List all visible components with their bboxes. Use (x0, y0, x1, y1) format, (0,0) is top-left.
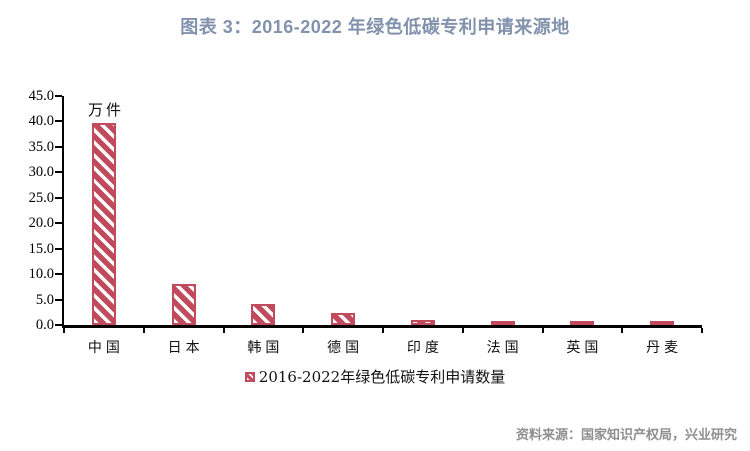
legend-series-label: 2016-2022年绿色低碳专利申请数量 (258, 368, 506, 386)
bar-japan (171, 284, 196, 325)
source-note: 资料来源：国家知识产权局，兴业研究 (515, 427, 737, 442)
x-tick-mark (382, 328, 384, 333)
x-tick-mark (621, 328, 624, 333)
x-category-label: 德国 (327, 340, 364, 356)
x-tick-mark (222, 328, 225, 333)
x-category-label: 法国 (486, 340, 523, 356)
bar-france (490, 321, 515, 325)
y-tick-mark (55, 324, 62, 326)
y-tick-mark (55, 247, 62, 250)
y-tick-label: 15.0 (28, 240, 54, 257)
bar-china (91, 122, 116, 325)
plot-area: 万件 45.0 40.0 35.0 30.0 25.0 20.0 15.0 10.0 5.0 0.… (29, 88, 703, 356)
x-category-label: 丹麦 (646, 340, 683, 356)
x-tick-mark (302, 328, 305, 333)
y-tick-mark (55, 222, 62, 225)
y-tick-label: 0.0 (35, 317, 54, 333)
chart-title: 图表 3：2016-2022 年绿色低碳专利申请来源地 (180, 17, 570, 37)
y-tick-mark (55, 171, 62, 174)
y-tick-mark (55, 273, 62, 276)
x-category-label: 韩国 (247, 340, 284, 356)
y-axis-unit-label: 万件 (88, 101, 125, 119)
bar-germany (331, 312, 356, 325)
y-tick-label: 35.0 (28, 138, 54, 155)
y-tick-mark (55, 196, 62, 199)
y-tick-label: 10.0 (28, 266, 54, 283)
y-tick-label: 5.0 (35, 291, 54, 308)
legend-hatched-square-icon (244, 371, 255, 382)
y-tick-mark (55, 145, 62, 148)
legend: 2016-2022年绿色低碳专利申请数量 (0, 366, 750, 387)
x-tick-mark (63, 328, 65, 333)
y-tick-mark (55, 298, 62, 301)
bar-denmark (650, 321, 675, 325)
x-tick-mark (701, 328, 703, 333)
bar-uk (570, 321, 595, 325)
x-tick-mark (142, 328, 145, 333)
y-tick-mark (55, 95, 62, 97)
y-tick-label: 40.0 (28, 113, 54, 130)
y-tick-label: 30.0 (28, 164, 54, 181)
bar-india (410, 319, 435, 325)
bar-south-korea (251, 303, 276, 325)
y-tick-mark (55, 120, 62, 123)
y-tick-label: 25.0 (28, 189, 54, 206)
x-category-label: 日本 (167, 340, 204, 356)
y-tick-label: 45.0 (28, 88, 54, 104)
x-category-label: 印度 (406, 340, 443, 356)
x-category-label: 英国 (566, 340, 603, 356)
y-tick-label: 20.0 (28, 215, 54, 232)
x-tick-mark (541, 328, 544, 333)
x-tick-mark (461, 328, 464, 333)
x-category-label: 中国 (87, 340, 124, 356)
